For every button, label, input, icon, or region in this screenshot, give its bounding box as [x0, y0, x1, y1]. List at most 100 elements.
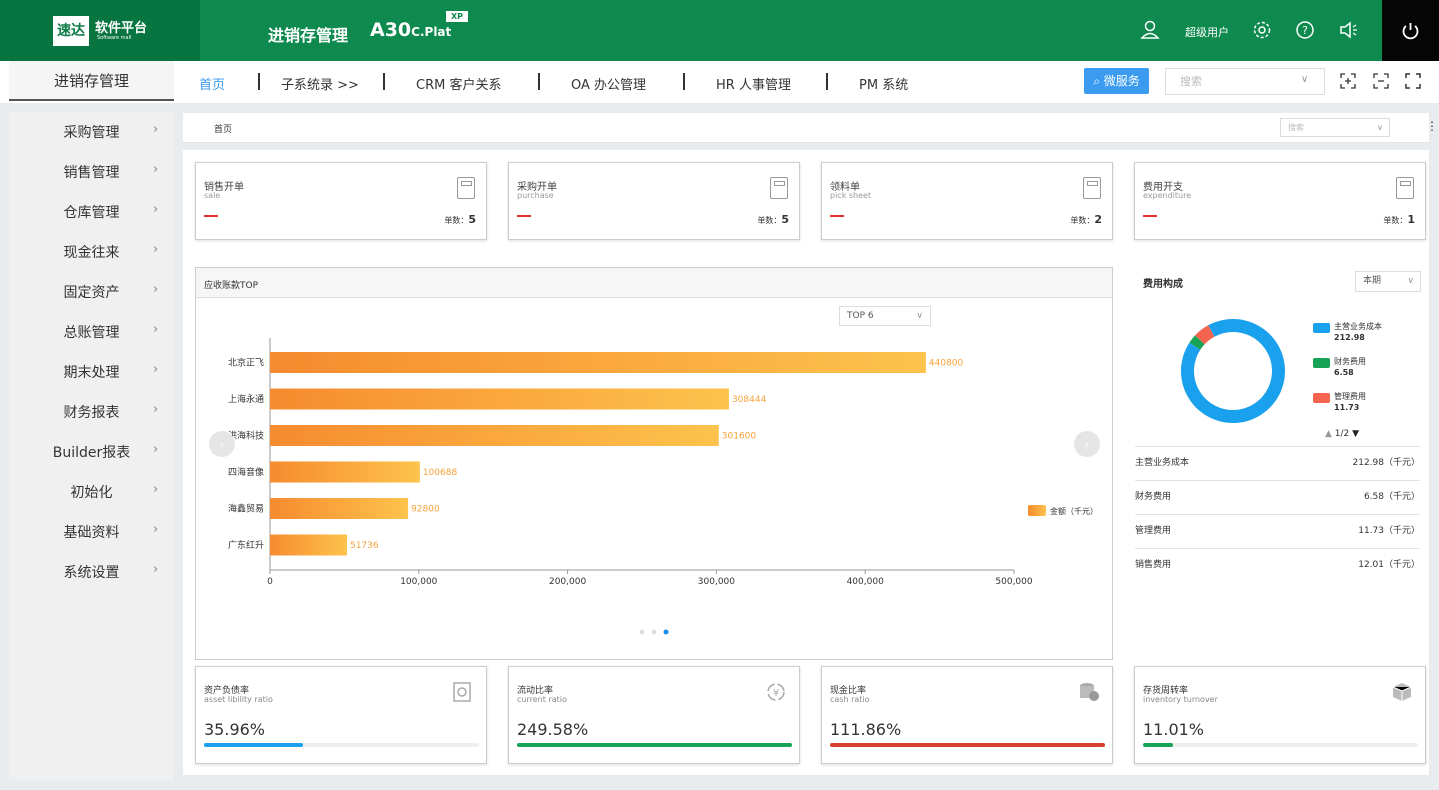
more-icon[interactable]: ⋮: [1426, 119, 1438, 133]
ratio-title: 存货周转率: [1143, 686, 1189, 696]
chevron-down-icon[interactable]: ∨: [1301, 74, 1309, 85]
product-main: A30: [370, 19, 412, 41]
next-arrow-button[interactable]: [1074, 431, 1100, 457]
page-dot[interactable]: [651, 629, 657, 635]
card-dash: [517, 215, 531, 217]
card-purchase[interactable]: 采购开单 purchase 单数：5: [508, 162, 800, 240]
legend-name: 主营业务成本: [1334, 322, 1382, 331]
product-name: A30C.Plat: [370, 19, 451, 41]
ratio-progress: [830, 743, 1105, 747]
ratio-progress: [517, 743, 792, 747]
card-subtitle: pick sheet: [830, 191, 872, 200]
expense-row: 财务费用 6.58（千元）: [1135, 480, 1420, 514]
sidebar-item-basic-data[interactable]: 基础资料 ›: [9, 512, 174, 552]
card-sale[interactable]: 销售开单 sale 单数：5: [195, 162, 487, 240]
logo: 速达 软件平台 Software mall: [0, 0, 200, 61]
ratio-value: 35.96%: [204, 720, 266, 739]
tab-hr[interactable]: HR 人事管理: [716, 78, 791, 93]
bar[interactable]: [270, 461, 420, 483]
pager-down-icon[interactable]: ▼: [1352, 429, 1360, 439]
legend-item[interactable]: 管理费用 11.73: [1313, 391, 1366, 413]
sidebar-item-sales[interactable]: 销售管理 ›: [9, 152, 174, 192]
legend-item[interactable]: 主营业务成本 212.98: [1313, 321, 1382, 343]
sidebar-item-finance-reports[interactable]: 财务报表 ›: [9, 392, 174, 432]
card-count-value: 1: [1407, 213, 1415, 226]
sidebar-item-label: 财务报表: [63, 405, 120, 421]
expense-row-name: 主营业务成本: [1135, 458, 1190, 468]
receivables-panel: 应收账款TOP TOP 6 ∨ 北京正飞 440800 上海永通 308444 洪海科技 3…: [195, 267, 1113, 660]
ratio-value: 11.01%: [1143, 720, 1205, 739]
add-window-icon[interactable]: [1340, 73, 1356, 89]
breadcrumb-search-input[interactable]: 搜索 ∨: [1280, 118, 1390, 137]
top-n-select[interactable]: TOP 6 ∨: [839, 306, 931, 326]
expense-row-value: 212.98（千元）: [1352, 458, 1421, 468]
sidebar-item-fixed-assets[interactable]: 固定资产 ›: [9, 272, 174, 312]
prev-arrow-button[interactable]: [209, 431, 235, 457]
speaker-icon[interactable]: [1338, 20, 1358, 40]
sidebar-item-warehouse[interactable]: 仓库管理 ›: [9, 192, 174, 232]
ratio-card-asset-liability[interactable]: 资产负债率 asset libility ratio 35.96%: [195, 666, 487, 764]
ratio-card-inventory[interactable]: 存货周转率 inventory turnover 11.01%: [1134, 666, 1426, 764]
bar-value-label: 301600: [722, 432, 757, 442]
coins-icon: [1080, 683, 1099, 701]
logout-button[interactable]: [1382, 0, 1439, 61]
ratio-title: 资产负债率: [204, 686, 250, 696]
sidebar-item-init[interactable]: 初始化 ›: [9, 472, 174, 512]
card-count-label: 单数：: [757, 216, 782, 225]
pager-up-icon[interactable]: ▲: [1325, 429, 1332, 439]
username[interactable]: 超级用户: [1185, 26, 1229, 39]
bar[interactable]: [270, 388, 729, 410]
ratio-card-cash[interactable]: 现金比率 cash ratio 111.86%: [821, 666, 1113, 764]
legend-item[interactable]: 财务费用 6.58: [1313, 356, 1366, 378]
donut-slice[interactable]: [1195, 325, 1215, 345]
tab-oa[interactable]: OA 办公管理: [571, 78, 647, 93]
gear-icon[interactable]: [1252, 20, 1272, 40]
card-count-label: 单数：: [1070, 216, 1095, 225]
restore-window-icon[interactable]: [1373, 73, 1389, 89]
micro-service-button[interactable]: ⌕ 微服务: [1084, 68, 1149, 94]
sidebar-item-purchase[interactable]: 采购管理 ›: [9, 112, 174, 152]
donut-slice[interactable]: [1189, 335, 1205, 350]
legend-swatch: [1028, 505, 1046, 516]
sidebar-item-period-end[interactable]: 期末处理 ›: [9, 352, 174, 392]
bar[interactable]: [270, 534, 347, 556]
sidebar-item-ledger[interactable]: 总账管理 ›: [9, 312, 174, 352]
card-count: 单数：5: [757, 213, 789, 226]
tab-pm[interactable]: PM 系统: [859, 78, 909, 93]
bar[interactable]: [270, 352, 926, 373]
user-icon[interactable]: [1140, 20, 1160, 40]
sidebar-item-cash[interactable]: 现金往来 ›: [9, 232, 174, 272]
top-search-input[interactable]: 搜索: [1165, 68, 1325, 95]
legend-label[interactable]: 金额（千元）: [1050, 506, 1098, 516]
breadcrumb-home[interactable]: 首页: [214, 125, 233, 135]
micro-service-label: 微服务: [1103, 74, 1140, 88]
tab-home[interactable]: 首页: [199, 78, 226, 93]
card-expenditure[interactable]: 费用开支 expenditure 单数：1: [1134, 162, 1426, 240]
page-dot[interactable]: [663, 629, 669, 635]
sidebar-item-label: 固定资产: [63, 285, 120, 301]
bar[interactable]: [270, 498, 409, 519]
sidebar-item-builder[interactable]: Builder报表 ›: [9, 432, 174, 472]
tab-subsystem[interactable]: 子系统录 >>: [281, 78, 359, 93]
receivables-bar-chart: 北京正飞 440800 上海永通 308444 洪海科技 301600 四海音像 100688…: [209, 338, 1100, 635]
legend-swatch: [1313, 358, 1330, 368]
calculator-icon: [457, 177, 475, 199]
fullscreen-icon[interactable]: [1405, 73, 1421, 89]
sidebar-item-settings[interactable]: 系统设置 ›: [9, 552, 174, 592]
package-icon: [1392, 683, 1412, 701]
legend-value: 6.58: [1334, 368, 1354, 377]
chevron-right-icon: ›: [153, 282, 159, 297]
tab-crm[interactable]: CRM 客户关系: [416, 78, 502, 93]
help-icon[interactable]: ?: [1295, 20, 1315, 40]
ratio-card-current[interactable]: 流动比率 current ratio 249.58% ¥: [508, 666, 800, 764]
x-tick-label: 0: [267, 577, 273, 587]
expense-row-value: 12.01（千元）: [1358, 560, 1420, 570]
expense-donut-chart: [1181, 319, 1285, 423]
page-dot[interactable]: [639, 629, 645, 635]
period-select[interactable]: 本期 ∨: [1355, 271, 1421, 292]
card-pick-sheet[interactable]: 领料单 pick sheet 单数：2: [821, 162, 1113, 240]
card-dash: [830, 215, 844, 217]
expense-row: 主营业务成本 212.98（千元）: [1135, 446, 1420, 480]
sidebar-item-label: 基础资料: [63, 525, 120, 541]
bar[interactable]: [270, 425, 719, 446]
